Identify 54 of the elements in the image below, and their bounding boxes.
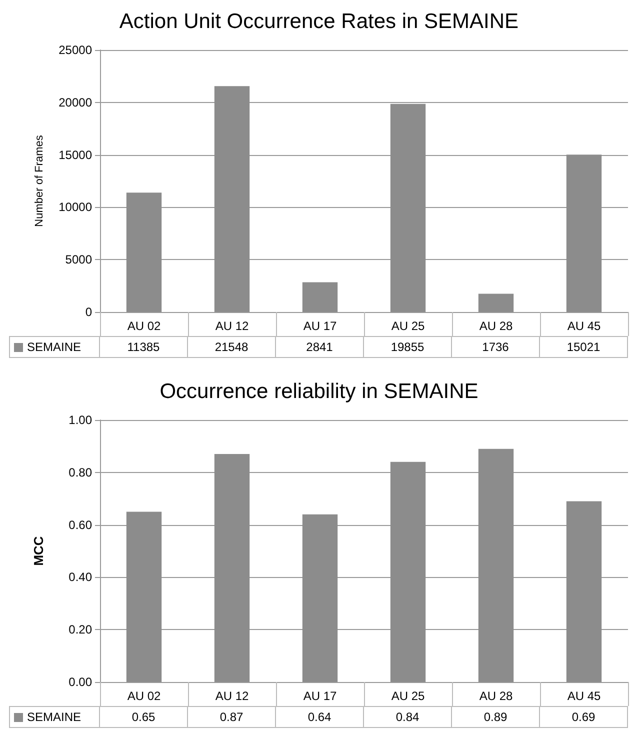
y-tick-label: 0.60 [68, 518, 92, 532]
x-tick-label: AU 17 [303, 319, 337, 333]
bar [390, 104, 426, 312]
data-label: 1736 [451, 336, 540, 358]
x-tick-label: AU 02 [127, 319, 161, 333]
x-tick-label: AU 45 [567, 319, 601, 333]
data-label: 21548 [187, 336, 276, 358]
data-label: 0.84 [363, 706, 452, 728]
bar [126, 192, 162, 312]
bar [214, 454, 250, 682]
y-tick-label: 1.00 [68, 413, 92, 427]
bar [214, 86, 250, 312]
x-tick-label: AU 28 [479, 319, 513, 333]
y-tick-label: 15000 [58, 148, 92, 162]
data-label: 11385 [99, 336, 188, 358]
x-tick-label: AU 02 [127, 689, 161, 703]
legend-label: SEMAINE [9, 336, 100, 358]
data-label: 0.87 [187, 706, 276, 728]
bar [478, 294, 514, 312]
data-label: 19855 [363, 336, 452, 358]
y-tick-label: 0.40 [68, 570, 92, 584]
data-label: 15021 [539, 336, 628, 358]
y-tick-label: 10000 [58, 200, 92, 214]
x-tick-label: AU 28 [479, 689, 513, 703]
data-label: 0.69 [539, 706, 628, 728]
x-tick-label: AU 12 [215, 689, 249, 703]
x-tick-label: AU 25 [391, 319, 425, 333]
y-tick-label: 0 [85, 305, 92, 319]
bar [478, 448, 514, 682]
data-label: 0.64 [275, 706, 364, 728]
y-tick-label: 0.20 [68, 622, 92, 637]
bar [302, 514, 338, 682]
x-tick-label: AU 12 [215, 319, 249, 333]
chart-title: Occurrence reliability in SEMAINE [160, 380, 478, 403]
data-label: 0.89 [451, 706, 540, 728]
bar [566, 501, 602, 682]
y-axis-title: MCC [31, 536, 46, 566]
x-tick-label: AU 45 [567, 689, 601, 703]
y-tick-label: 0.80 [68, 465, 92, 480]
data-label: 2841 [275, 336, 364, 358]
y-tick-label: 0.00 [68, 675, 92, 689]
bar [302, 282, 338, 312]
bar [126, 512, 162, 682]
bar [566, 154, 602, 312]
legend-label: SEMAINE [9, 706, 100, 728]
y-tick-label: 5000 [65, 252, 92, 267]
bar [390, 462, 426, 682]
data-label: 0.65 [99, 706, 188, 728]
chart-title: Action Unit Occurrence Rates in SEMAINE [119, 10, 519, 33]
y-tick-label: 20000 [58, 95, 92, 110]
x-tick-label: AU 25 [391, 689, 425, 703]
x-tick-label: AU 17 [303, 689, 337, 703]
y-axis-title: Number of Frames [34, 134, 46, 227]
y-tick-label: 25000 [58, 43, 92, 57]
